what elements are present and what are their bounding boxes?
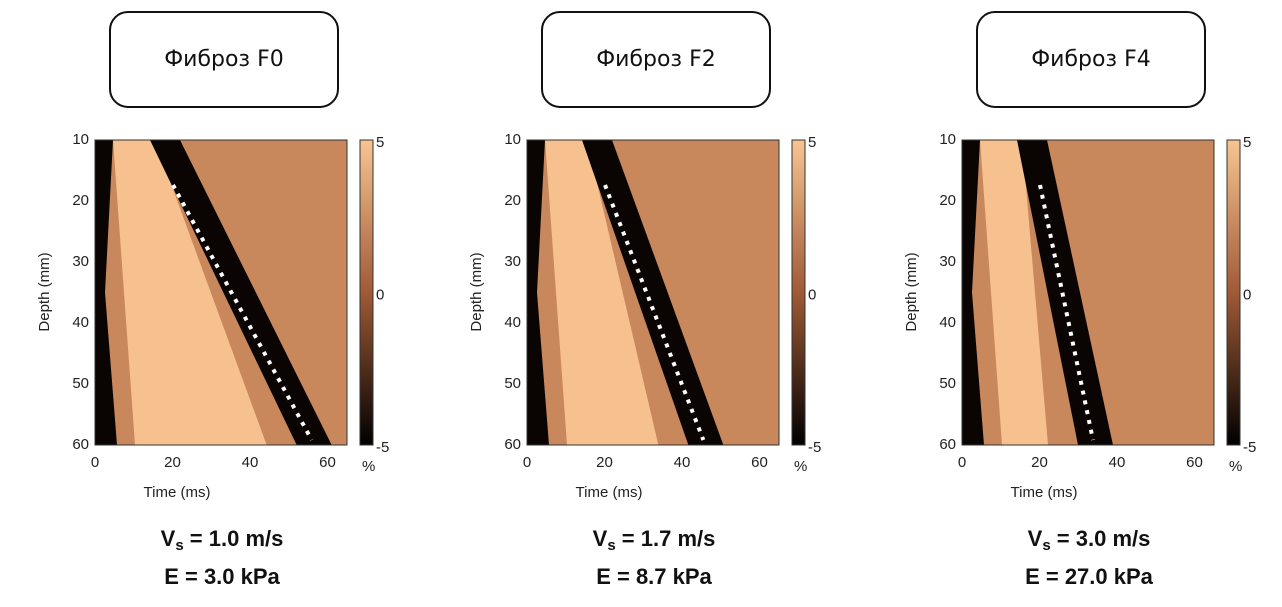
colorbar-tick-label: 5 [808,134,816,151]
x-tick-label: 0 [523,454,531,471]
light-band [980,140,1048,445]
vs-subscript: s [175,537,183,554]
colorbar-tick-label: 0 [376,286,384,303]
x-axis-label: Time (ms) [1011,484,1078,501]
vs-symbol: V [161,526,176,551]
x-axis-label: Time (ms) [576,484,643,501]
y-tick-label: 20 [939,192,956,209]
colorbar-tick-label: 0 [808,286,816,303]
heatmap [962,140,1214,445]
vs-subscript: s [607,537,615,554]
vs-symbol: V [593,526,608,551]
vs-result: Vs = 1.0 m/s [161,526,284,554]
x-tick-label: 40 [242,454,259,471]
y-tick-label: 10 [504,131,521,148]
heatmap [95,140,347,445]
heatmap [527,140,779,445]
x-tick-label: 60 [751,454,768,471]
colorbar [359,139,374,446]
y-axis-label: Depth (mm) [468,252,485,331]
vs-result: Vs = 3.0 m/s [1028,526,1151,554]
x-tick-label: 20 [1031,454,1048,471]
y-tick-label: 60 [939,436,956,453]
colorbar-tick-label: 5 [376,134,384,151]
panel-title: Фиброз F4 [1031,47,1151,72]
e-result: E = 3.0 kPa [164,564,280,589]
panel-title: Фиброз F2 [596,47,716,72]
y-tick-label: 60 [72,436,89,453]
colorbar [791,139,806,446]
y-tick-label: 60 [504,436,521,453]
title-box [541,11,771,108]
heatmap-frame [94,139,348,446]
y-tick-label: 50 [939,375,956,392]
e-result: E = 8.7 kPa [596,564,712,589]
x-tick-label: 0 [958,454,966,471]
dark-left [95,140,117,445]
title-box [976,11,1206,108]
vs-symbol: V [1028,526,1043,551]
colorbar [1226,139,1241,446]
vs-value: = 3.0 m/s [1051,526,1151,551]
y-axis-label: Depth (mm) [36,252,53,331]
x-axis-label: Time (ms) [144,484,211,501]
y-tick-label: 30 [72,253,89,270]
x-tick-label: 0 [91,454,99,471]
dark-left [527,140,549,445]
colorbar-tick-label: 5 [1243,134,1251,151]
y-tick-label: 40 [939,314,956,331]
y-tick-label: 30 [504,253,521,270]
colorbar-tick-label: 0 [1243,286,1251,303]
colorbar-unit: % [362,458,375,475]
y-tick-label: 50 [72,375,89,392]
dark-left [962,140,984,445]
y-tick-label: 20 [72,192,89,209]
y-tick-label: 40 [72,314,89,331]
colorbar-tick-label: -5 [376,439,389,456]
vs-value: = 1.7 m/s [616,526,716,551]
y-tick-label: 10 [72,131,89,148]
x-tick-label: 20 [164,454,181,471]
vs-value: = 1.0 m/s [184,526,284,551]
y-tick-label: 10 [939,131,956,148]
x-tick-label: 60 [1186,454,1203,471]
title-box [109,11,339,108]
x-tick-label: 40 [674,454,691,471]
wave-band [1017,140,1113,445]
x-tick-label: 20 [596,454,613,471]
heatmap-frame [961,139,1215,446]
wave-band [150,140,332,445]
colorbar-unit: % [1229,458,1242,475]
heatmap-frame [526,139,780,446]
wave-dots [171,184,314,441]
colorbar-tick-label: -5 [808,439,821,456]
vs-subscript: s [1042,537,1050,554]
y-tick-label: 50 [504,375,521,392]
light-band [113,140,267,445]
wave-dots [1038,184,1095,441]
panel-title: Фиброз F0 [164,47,284,72]
colorbar-unit: % [794,458,807,475]
colorbar-tick-label: -5 [1243,439,1256,456]
e-result: E = 27.0 kPa [1025,564,1154,589]
light-band [545,140,659,445]
y-tick-label: 40 [504,314,521,331]
y-axis-label: Depth (mm) [903,252,920,331]
x-tick-label: 60 [319,454,336,471]
y-tick-label: 20 [504,192,521,209]
vs-result: Vs = 1.7 m/s [593,526,716,554]
y-tick-label: 30 [939,253,956,270]
x-tick-label: 40 [1109,454,1126,471]
